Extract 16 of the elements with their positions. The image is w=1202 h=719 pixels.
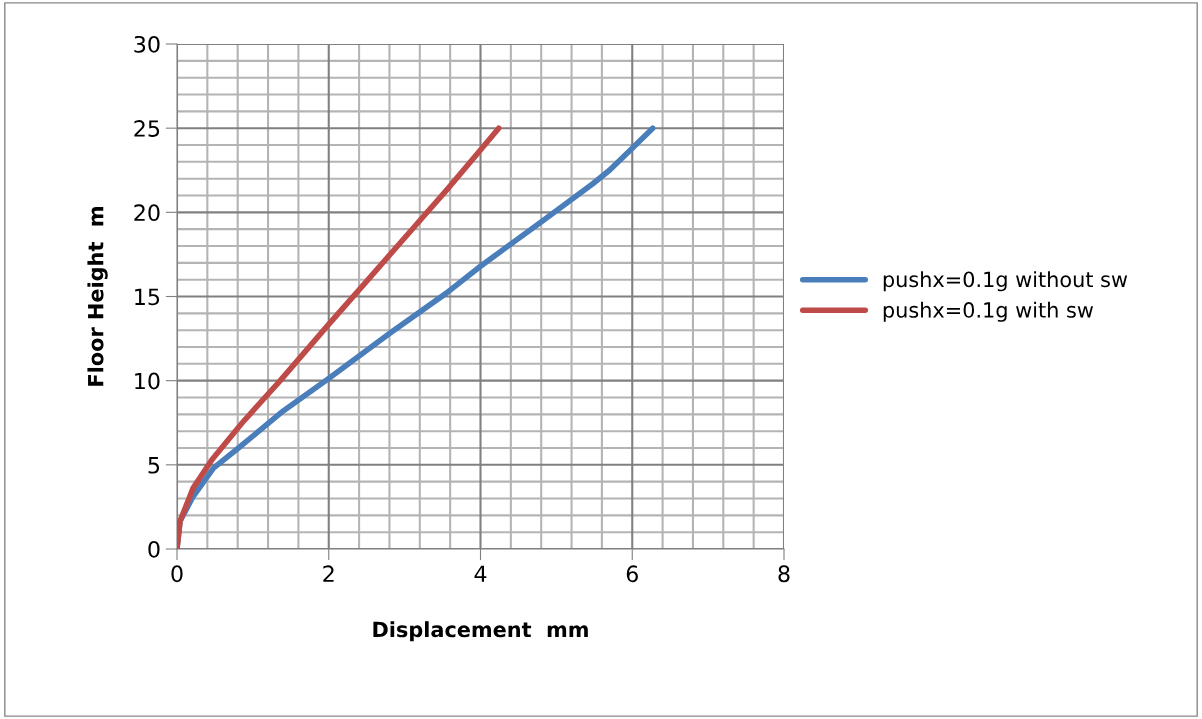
y-tick-label: 5 (148, 457, 160, 474)
y-tick-label: 20 (134, 204, 160, 222)
legend-label: pushx=0.1g with sw (883, 301, 1094, 322)
y-tick-label: 10 (135, 372, 160, 390)
y-axis-title: Floor Height m (87, 207, 108, 386)
y-tick-label: 25 (134, 120, 160, 137)
x-axis-title: Displacement mm (373, 621, 588, 642)
x-tick-label: 4 (474, 565, 487, 582)
y-tick-label: 15 (135, 288, 160, 306)
x-tick-label: 8 (778, 565, 790, 583)
x-tick-label: 2 (323, 565, 334, 582)
legend-label: pushx=0.1g without sw (883, 271, 1128, 292)
y-tick-label: 0 (148, 540, 160, 558)
x-tick-label: 6 (626, 565, 638, 583)
y-tick-label: 30 (134, 35, 160, 53)
x-tick-label: 0 (171, 565, 183, 583)
